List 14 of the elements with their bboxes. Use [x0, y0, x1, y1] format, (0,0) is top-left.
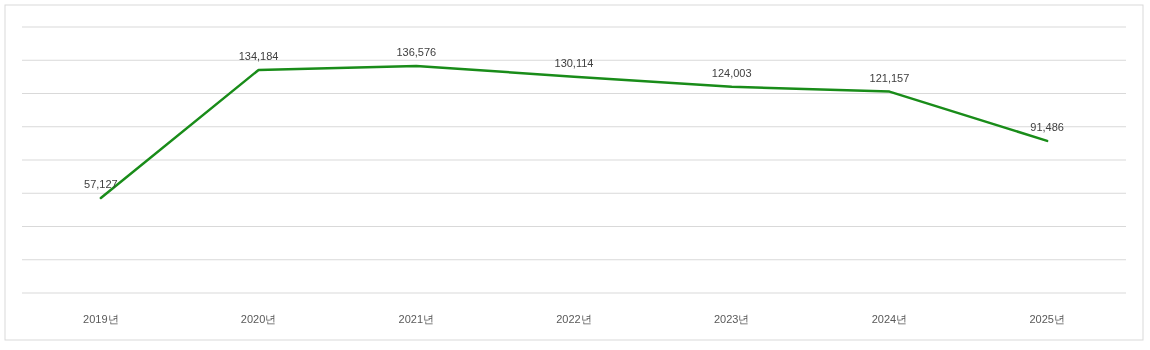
x-tick-label: 2022년 — [556, 313, 592, 325]
data-label: 124,003 — [711, 66, 752, 79]
x-tick-label: 2021년 — [398, 313, 435, 325]
x-tick-label: 2024년 — [871, 313, 908, 325]
data-label: 134,184 — [238, 49, 279, 62]
data-label: 91,486 — [1030, 120, 1064, 133]
data-label: 130,114 — [554, 56, 594, 69]
x-tick-label: 2023년 — [713, 313, 750, 325]
x-tick-label: 2020년 — [240, 313, 277, 325]
data-label: 121,157 — [869, 71, 910, 84]
data-label: 136,576 — [396, 45, 437, 58]
data-label: 57,127 — [84, 178, 118, 191]
x-tick-label: 2019년 — [83, 313, 119, 325]
x-tick-label: 2025년 — [1029, 313, 1065, 325]
